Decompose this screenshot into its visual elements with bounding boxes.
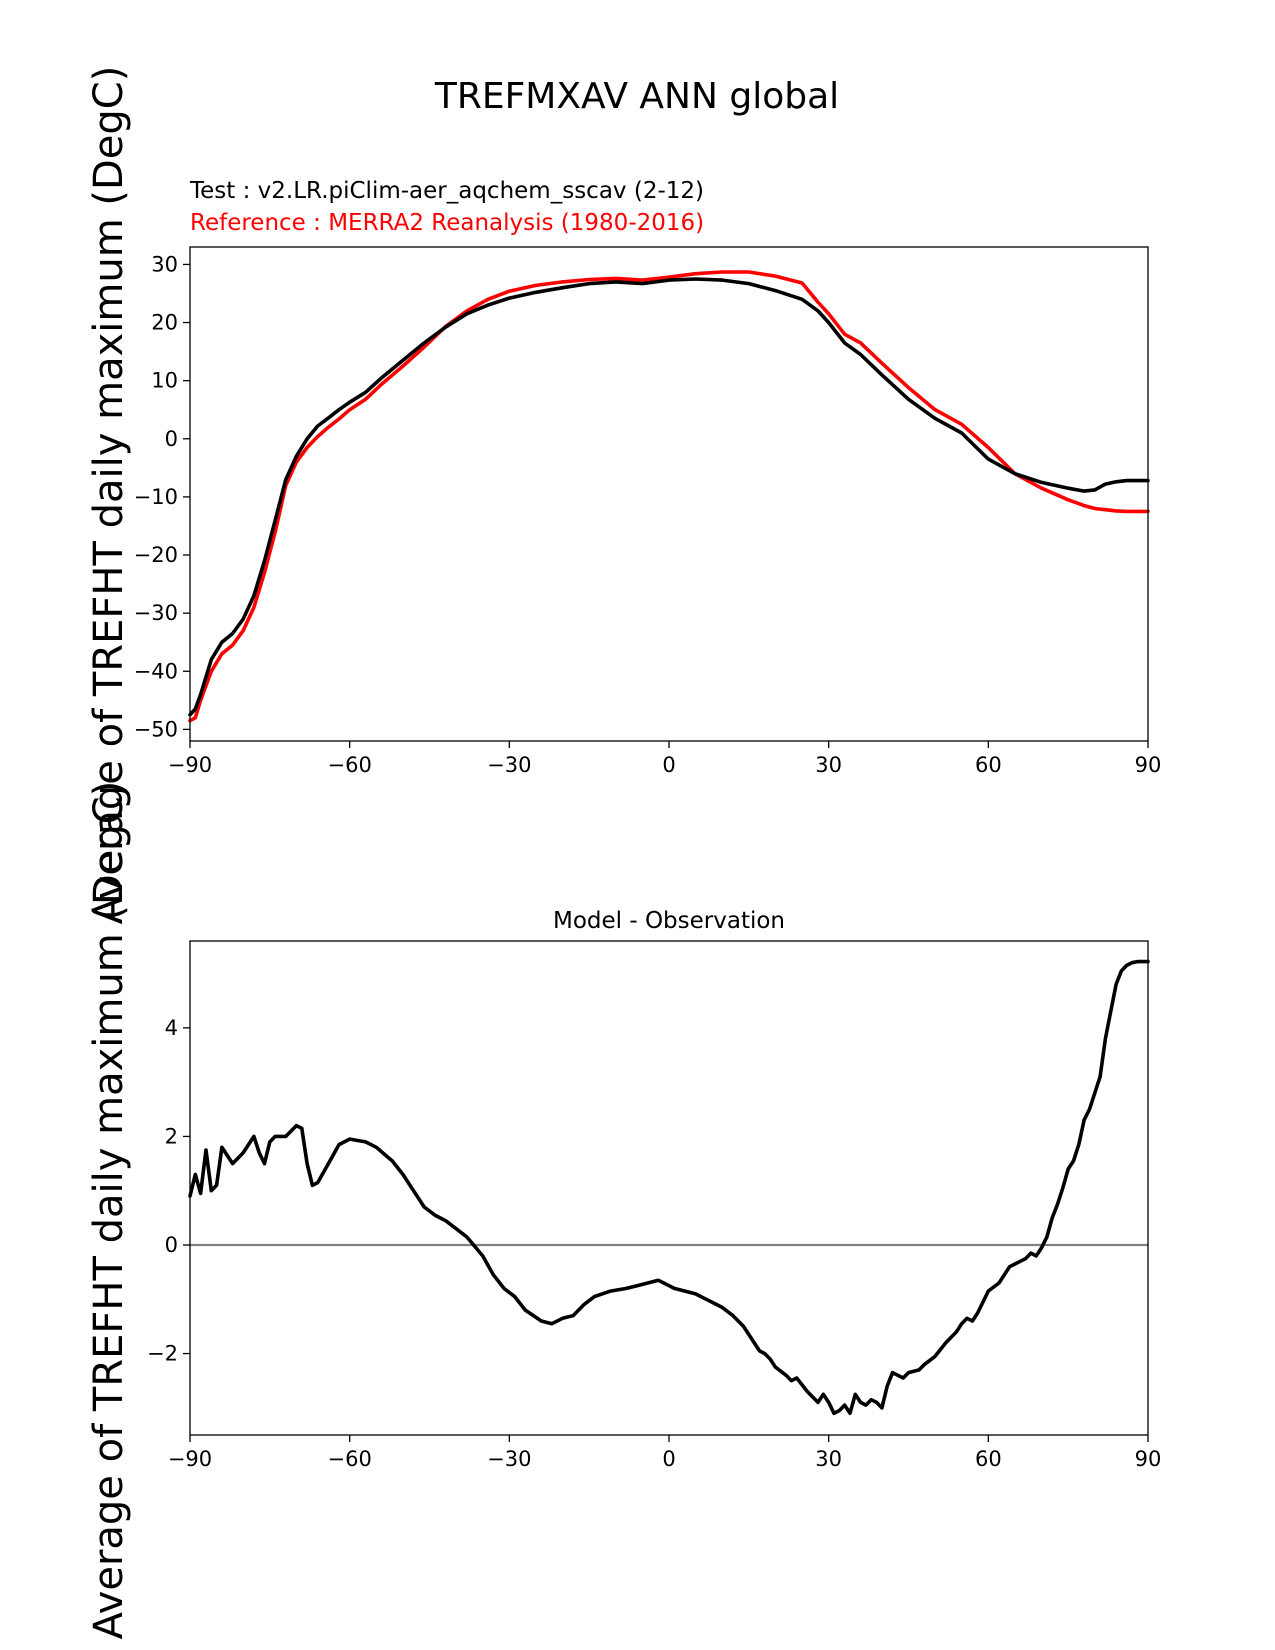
x-tick-label-top: 60 bbox=[975, 753, 1002, 777]
x-tick-label-bottom: −90 bbox=[168, 1447, 212, 1471]
x-tick-label-top: 90 bbox=[1135, 753, 1162, 777]
test-series-line bbox=[188, 277, 1150, 717]
y-tick-label-top: 20 bbox=[151, 311, 178, 335]
x-tick-label-bottom: 90 bbox=[1135, 1447, 1162, 1471]
difference-title: Model - Observation bbox=[553, 908, 785, 934]
y-tick-label-bottom: 0 bbox=[165, 1233, 178, 1257]
difference-series-line bbox=[188, 959, 1150, 1416]
x-tick-label-bottom: 0 bbox=[662, 1447, 675, 1471]
y-tick-label-top: −40 bbox=[134, 659, 178, 683]
y-tick-label-bottom: 2 bbox=[165, 1124, 178, 1148]
test-label: Test : v2.LR.piClim-aer_aqchem_sscav (2-… bbox=[189, 178, 704, 204]
x-tick-label-bottom: −30 bbox=[487, 1447, 531, 1471]
x-tick-label-top: −30 bbox=[487, 753, 531, 777]
x-tick-label-top: 0 bbox=[662, 753, 675, 777]
y-tick-label-top: 0 bbox=[165, 427, 178, 451]
x-tick-label-bottom: 60 bbox=[975, 1447, 1002, 1471]
plot-frame-top bbox=[189, 246, 1149, 742]
x-tick-label-bottom: −60 bbox=[328, 1447, 372, 1471]
x-tick-label-bottom: 30 bbox=[815, 1447, 842, 1471]
y-tick-label-bottom: 4 bbox=[165, 1016, 178, 1040]
y-tick-label-top: −10 bbox=[134, 485, 178, 509]
x-tick-label-top: 30 bbox=[815, 753, 842, 777]
figure-title: TREFMXAV ANN global bbox=[434, 76, 839, 117]
reference-label: Reference : MERRA2 Reanalysis (1980-2016… bbox=[190, 210, 704, 236]
y-tick-label-top: 30 bbox=[151, 252, 178, 276]
y-tick-label-bottom: −2 bbox=[147, 1342, 178, 1366]
y-axis-label-bottom: Average of TREFHT daily maximum (DegC) bbox=[86, 781, 132, 1640]
x-tick-label-top: −90 bbox=[168, 753, 212, 777]
reference-series-line bbox=[188, 270, 1150, 723]
difference-plot: Model - Observation Average of TREFHT da… bbox=[86, 781, 1161, 1640]
y-tick-label-top: −30 bbox=[134, 601, 178, 625]
y-tick-label-top: −20 bbox=[134, 543, 178, 567]
zonal-mean-plot: Test : v2.LR.piClim-aer_aqchem_sscav (2-… bbox=[86, 66, 1161, 925]
y-tick-label-top: 10 bbox=[151, 369, 178, 393]
plot-frame-bottom bbox=[189, 940, 1149, 1436]
y-tick-label-top: −50 bbox=[134, 717, 178, 741]
x-tick-label-top: −60 bbox=[328, 753, 372, 777]
y-axis-label-top: Average of TREFHT daily maximum (DegC) bbox=[86, 66, 132, 925]
